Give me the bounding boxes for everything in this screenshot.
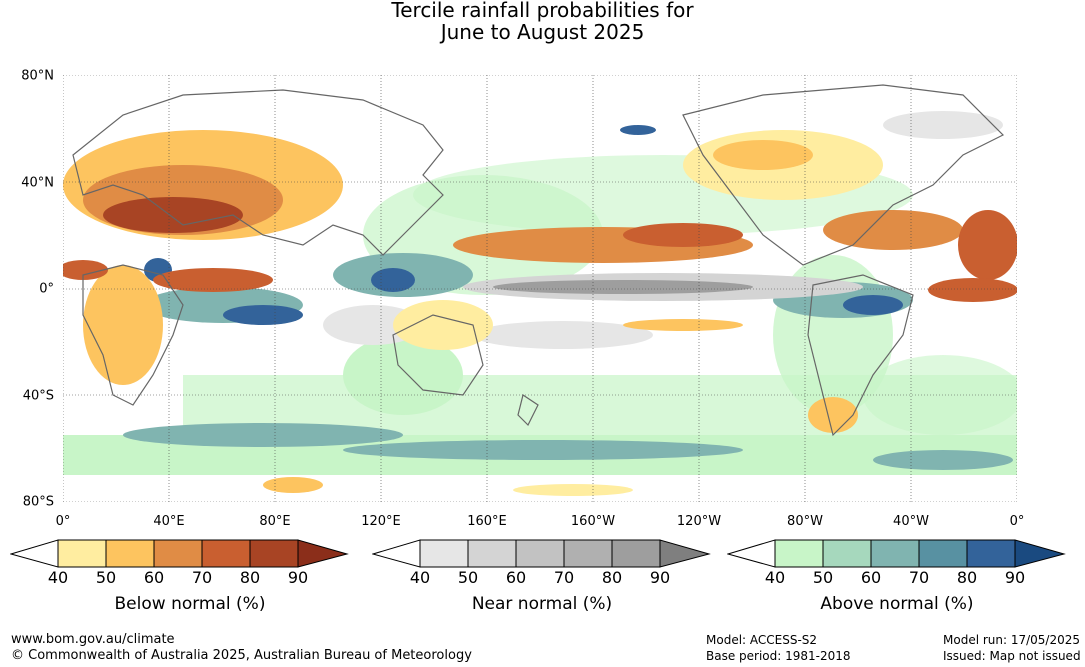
lon-label-120e: 120°E — [361, 514, 401, 529]
lat-label-40s: 40°S — [22, 388, 54, 404]
legend-above-normal: 40 50 60 70 80 90 Above normal (%) — [726, 538, 1067, 628]
colorbar-high-arrow — [297, 539, 349, 568]
colorbar-box — [419, 539, 469, 568]
colorbar-box — [918, 539, 968, 568]
legend-above-normal-caption: Above normal (%) — [820, 594, 974, 614]
legend-tick: 90 — [1004, 568, 1026, 587]
colorbar-box — [249, 539, 299, 568]
legend-tick: 80 — [601, 568, 623, 587]
legend-tick: 40 — [47, 568, 69, 587]
lon-label-80e: 80°E — [259, 514, 291, 529]
footer-model-run: Model run: 17/05/2025 — [943, 633, 1081, 647]
near-normal-regions — [323, 111, 1003, 349]
legend-tick: 80 — [239, 568, 261, 587]
legend-tick: 40 — [764, 568, 786, 587]
legend-tick: 90 — [287, 568, 309, 587]
legend-tick: 60 — [860, 568, 882, 587]
colorbar-low-arrow — [371, 539, 421, 568]
legend-near-normal: 40 50 60 70 80 90 Near normal (%) — [371, 538, 712, 628]
coastlines — [72, 84, 1005, 437]
colorbar-box — [774, 539, 824, 568]
legend-tick: 70 — [553, 568, 575, 587]
colorbar-box — [57, 539, 107, 568]
legend-tick: 60 — [143, 568, 165, 587]
colorbar-high-arrow — [1014, 539, 1066, 568]
lon-label-160e: 160°E — [467, 514, 507, 529]
lon-label-0-east: 0° — [1009, 514, 1025, 529]
footer-copyright: © Commonwealth of Australia 2025, Austra… — [11, 648, 472, 663]
lat-label-0: 0° — [39, 281, 54, 297]
lat-label-80s: 80°S — [22, 494, 54, 510]
colorbar-box — [966, 539, 1016, 568]
legend-tick: 50 — [812, 568, 834, 587]
footer-issued: Issued: Map not issued — [943, 649, 1081, 663]
legend-tick: 50 — [95, 568, 117, 587]
legend-tick: 70 — [191, 568, 213, 587]
legend-below-normal-caption: Below normal (%) — [114, 594, 266, 614]
colorbar-box — [153, 539, 203, 568]
below-normal-regions — [63, 130, 1017, 496]
lon-label-80w: 80°W — [787, 514, 823, 529]
colorbar-high-arrow — [659, 539, 711, 568]
colorbar-low-arrow — [9, 539, 59, 568]
legend-tick: 40 — [409, 568, 431, 587]
lon-label-120w: 120°W — [676, 514, 722, 529]
legend-tick: 60 — [505, 568, 527, 587]
map-title-line1: Tercile rainfall probabilities for — [391, 0, 694, 22]
colorbar-box — [201, 539, 251, 568]
lat-label-80n: 80°N — [21, 68, 54, 84]
footer-url: www.bom.gov.au/climate — [11, 632, 175, 647]
legend-near-normal-colorbar — [371, 539, 711, 568]
legend-near-normal-caption: Near normal (%) — [471, 594, 613, 614]
lon-label-40w: 40°W — [893, 514, 929, 529]
legend-tick: 50 — [457, 568, 479, 587]
footer-base-period: Base period: 1981-2018 — [706, 649, 851, 663]
legend-tick: 70 — [908, 568, 930, 587]
footer-model: Model: ACCESS-S2 — [706, 633, 818, 647]
legend-below-normal: 40 50 60 70 80 90 Below normal (%) — [9, 538, 350, 628]
legend-above-normal-colorbar — [726, 539, 1066, 568]
lon-label-0: 0° — [55, 514, 71, 529]
colorbar-box — [611, 539, 661, 568]
colorbar-box — [870, 539, 920, 568]
lat-label-40n: 40°N — [21, 175, 54, 191]
lon-label-40e: 40°E — [153, 514, 185, 529]
colorbar-box — [563, 539, 613, 568]
legend-tick: 90 — [649, 568, 671, 587]
legend-below-normal-colorbar — [9, 539, 349, 568]
graticule — [63, 75, 1017, 502]
colorbar-box — [822, 539, 872, 568]
colorbar-box — [515, 539, 565, 568]
rainfall-probability-map — [63, 75, 1017, 502]
colorbar-box — [467, 539, 517, 568]
lon-label-160w: 160°W — [570, 514, 616, 529]
colorbar-low-arrow — [726, 539, 776, 568]
colorbar-box — [105, 539, 155, 568]
map-title-line2: June to August 2025 — [440, 20, 645, 44]
legend-tick: 80 — [956, 568, 978, 587]
